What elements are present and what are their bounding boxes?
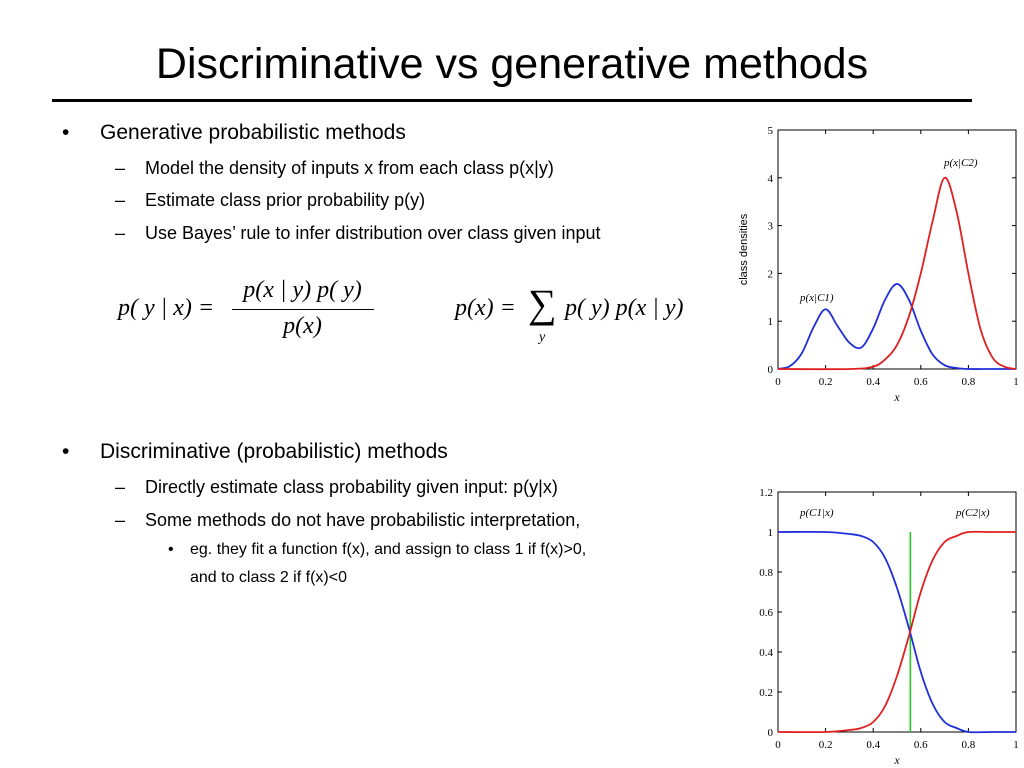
series-label-2: p(x|C2) [943, 157, 978, 169]
generative-point-text: Model the density of inputs x from each … [145, 158, 554, 178]
y-tick-label: 1.2 [759, 487, 773, 499]
marginal-lhs: p(x) = [455, 295, 516, 321]
series-line-1 [777, 283, 1016, 370]
discriminative-subpoint-continued: and to class 2 if f(x)<0 [190, 567, 347, 589]
series-line-1 [777, 530, 1016, 734]
series-label-1: p(x|C1) [799, 292, 834, 304]
y-tick-label: 0 [768, 364, 774, 376]
discriminative-subpoint-text: and to class 2 if f(x)<0 [190, 569, 347, 586]
discriminative-point: – Some methods do not have probabilistic… [115, 508, 581, 532]
sum-symbol: ∑ [528, 281, 557, 326]
generative-point: – Use Bayes’ rule to infer distribution … [115, 221, 601, 245]
bullet-generative: • Generative probabilistic methods [62, 120, 406, 146]
y-tick-label: 0.4 [759, 647, 773, 659]
dash-marker: – [115, 477, 126, 497]
bayes-lhs: p( y | x) = [118, 295, 215, 321]
sum-index: y [539, 330, 546, 345]
x-tick-label: 0.6 [914, 739, 928, 751]
y-tick-label: 0.2 [759, 687, 773, 699]
x-tick-label: 0.4 [866, 376, 880, 388]
y-tick-label: 1 [768, 316, 774, 328]
plot-frame [777, 491, 1017, 733]
y-tick-label: 4 [768, 173, 774, 185]
x-tick-label: 0.4 [866, 739, 880, 751]
x-tick-label: 0.6 [914, 376, 928, 388]
discriminative-heading: Discriminative (probabilistic) methods [100, 440, 448, 463]
bayes-denominator: p(x) [283, 313, 322, 339]
x-tick-label: 0 [775, 376, 781, 388]
x-tick-label: 1 [1013, 376, 1019, 388]
y-tick-label: 0 [768, 727, 774, 739]
generative-point: – Model the density of inputs x from eac… [115, 156, 554, 180]
generative-heading: Generative probabilistic methods [100, 121, 406, 144]
marginal-rhs: p( y) p(x | y) [565, 295, 684, 321]
bullet-dot: • [62, 121, 70, 144]
y-tick-label: 1 [768, 527, 774, 539]
discriminative-point-text: Directly estimate class probability give… [145, 477, 558, 497]
dash-marker: – [115, 223, 126, 243]
x-axis-label: x [893, 753, 900, 767]
x-tick-label: 0.2 [819, 739, 833, 751]
dash-marker: – [115, 158, 126, 178]
x-axis-label: x [893, 390, 900, 404]
discriminative-subpoint: • eg. they fit a function f(x), and assi… [168, 539, 587, 561]
x-tick-label: 0.8 [962, 376, 976, 388]
generative-point-text: Use Bayes’ rule to infer distribution ov… [145, 223, 601, 243]
posterior-probability-chart: 0 0.2 0.4 0.6 0.8 1 0 0.2 0.4 0.6 0.8 1 1.2 x p(C1|x) p… [759, 487, 1019, 767]
series-label-1: p(C1|x) [799, 507, 834, 519]
dash-marker: – [115, 510, 126, 530]
discriminative-point-text: Some methods do not have probabilistic i… [145, 510, 581, 530]
y-tick-label: 0.8 [759, 567, 773, 579]
bullet-discriminative: • Discriminative (probabilistic) methods [62, 439, 448, 465]
dash-marker: – [115, 190, 126, 210]
title-divider [52, 99, 972, 102]
series-label-2: p(C2|x) [955, 507, 990, 519]
x-tick-label: 0.2 [819, 376, 833, 388]
small-bullet-dot: • [168, 541, 174, 558]
y-tick-label: 3 [768, 221, 774, 233]
y-tick-label: 2 [768, 268, 774, 280]
class-density-chart: 0 0.2 0.4 0.6 0.8 1 0 1 2 3 4 5 x class densities p(x|… [738, 125, 1019, 404]
slide-title: Discriminative vs generative methods [155, 40, 869, 88]
generative-point-text: Estimate class prior probability p(y) [145, 190, 426, 210]
x-tick-label: 0.8 [962, 739, 976, 751]
bayes-numerator: p(x | y) p( y) [243, 277, 362, 303]
x-tick-label: 1 [1013, 739, 1019, 751]
series-line-2 [777, 530, 1016, 734]
fraction-bar [232, 309, 374, 310]
x-tick-label: 0 [775, 739, 781, 751]
discriminative-subpoint-text: eg. they fit a function f(x), and assign… [190, 541, 587, 558]
y-axis-label: class densities [738, 213, 750, 285]
plot-frame [777, 129, 1017, 370]
discriminative-point: – Directly estimate class probability gi… [115, 475, 558, 499]
generative-point: – Estimate class prior probability p(y) [115, 188, 426, 212]
bullet-dot: • [62, 440, 70, 463]
series-line-2 [777, 176, 1017, 371]
y-tick-label: 0.6 [759, 607, 773, 619]
y-tick-label: 5 [768, 125, 774, 137]
